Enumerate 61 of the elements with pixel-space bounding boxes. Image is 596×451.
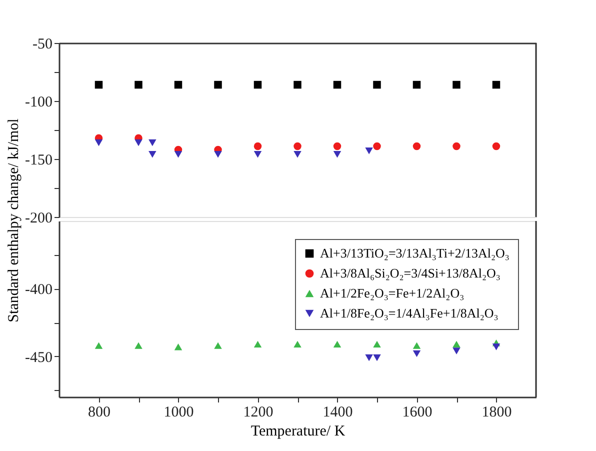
point (373, 142, 381, 150)
point (333, 151, 342, 158)
point (254, 340, 262, 348)
point (254, 142, 262, 150)
point (134, 342, 142, 349)
point (294, 80, 302, 89)
legend-label: Al+3/13TiO₂=3/13Al₃Ti+2/13Al₂O₃ (320, 246, 510, 260)
point (452, 80, 460, 89)
point (492, 80, 500, 89)
y-tick-label: -200 (25, 210, 52, 226)
y-axis-title: Standard enthalpy change/ kJ/mol (6, 118, 22, 322)
point (412, 350, 421, 358)
point (214, 80, 222, 89)
x-tick-label: 1400 (322, 404, 353, 420)
point (294, 340, 302, 348)
point (412, 142, 421, 150)
point (94, 139, 103, 146)
legend-label: Al+1/2Fe₂O₃=Fe+1/2Al₂O₃ (320, 286, 464, 300)
point (174, 344, 182, 350)
point (452, 348, 460, 354)
point (492, 344, 500, 350)
y-tick-label: -100 (25, 94, 52, 110)
point (373, 80, 381, 89)
x-tick-label: 1200 (243, 404, 274, 420)
point (148, 139, 156, 146)
point (333, 142, 342, 150)
legend-label: Al+3/8Al₆Si₂O₂=3/4Si+13/8Al₂O₃ (320, 266, 500, 280)
point (174, 151, 182, 158)
x-tick-label: 1800 (482, 404, 512, 420)
point (492, 142, 500, 150)
y-tick-label: -450 (25, 350, 52, 366)
x-axis-title: Temperature/ K (250, 424, 346, 440)
point (214, 151, 222, 158)
x-tick-label: 800 (88, 404, 110, 420)
point (294, 142, 302, 150)
point (94, 80, 103, 89)
point (333, 340, 342, 348)
point (373, 340, 381, 348)
point (214, 342, 222, 349)
point (412, 80, 421, 89)
point (294, 151, 302, 158)
point (452, 340, 460, 348)
point (452, 142, 460, 150)
x-tick-label: 1600 (402, 404, 432, 420)
point (174, 80, 182, 89)
point (333, 80, 342, 89)
point (373, 354, 381, 362)
point (365, 354, 373, 362)
point (148, 151, 156, 158)
x-tick-label: 1000 (164, 404, 194, 420)
y-tick-label: -150 (25, 152, 52, 168)
point (134, 80, 142, 89)
y-tick-label: -50 (32, 36, 52, 52)
point (134, 139, 142, 146)
point (365, 148, 373, 154)
legend-label: Al+1/8Fe₂O₃=1/4Al₃Fe+1/8Al₂O₃ (320, 306, 498, 320)
point (254, 80, 262, 89)
y-tick-label: -400 (25, 282, 52, 298)
point (94, 342, 103, 349)
point (254, 151, 262, 158)
point (412, 342, 421, 349)
